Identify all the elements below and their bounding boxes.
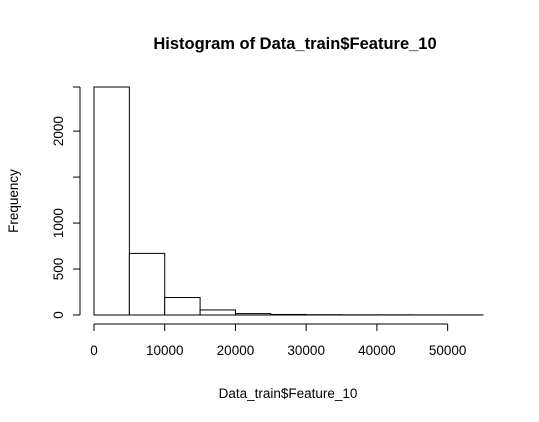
x-tick-label: 0 <box>90 343 98 358</box>
y-axis: 0 500 1000 2000 <box>51 86 81 319</box>
histogram-bar <box>128 252 166 316</box>
x-axis: 0 10000 20000 30000 40000 50000 <box>90 323 467 358</box>
x-axis-label: Data_train$Feature_10 <box>219 386 358 401</box>
y-tick-label: 1000 <box>51 208 66 238</box>
y-tick-label: 0 <box>51 311 66 319</box>
chart-title: Histogram of Data_train$Feature_10 <box>153 35 436 53</box>
x-tick-label: 40000 <box>358 343 396 358</box>
histogram-bar <box>234 313 272 316</box>
y-axis-label: Frequency <box>6 169 21 233</box>
x-tick-label: 10000 <box>146 343 184 358</box>
y-tick-label: 2000 <box>51 116 66 146</box>
histogram-bar <box>199 309 236 316</box>
x-tick-label: 50000 <box>429 343 467 358</box>
histogram-bar <box>164 297 201 316</box>
x-tick-label: 20000 <box>217 343 255 358</box>
bars-group <box>93 86 484 316</box>
x-tick-label: 30000 <box>287 343 325 358</box>
y-tick-label: 500 <box>51 258 66 281</box>
histogram-bar <box>93 86 130 316</box>
histogram-bar <box>270 313 307 316</box>
